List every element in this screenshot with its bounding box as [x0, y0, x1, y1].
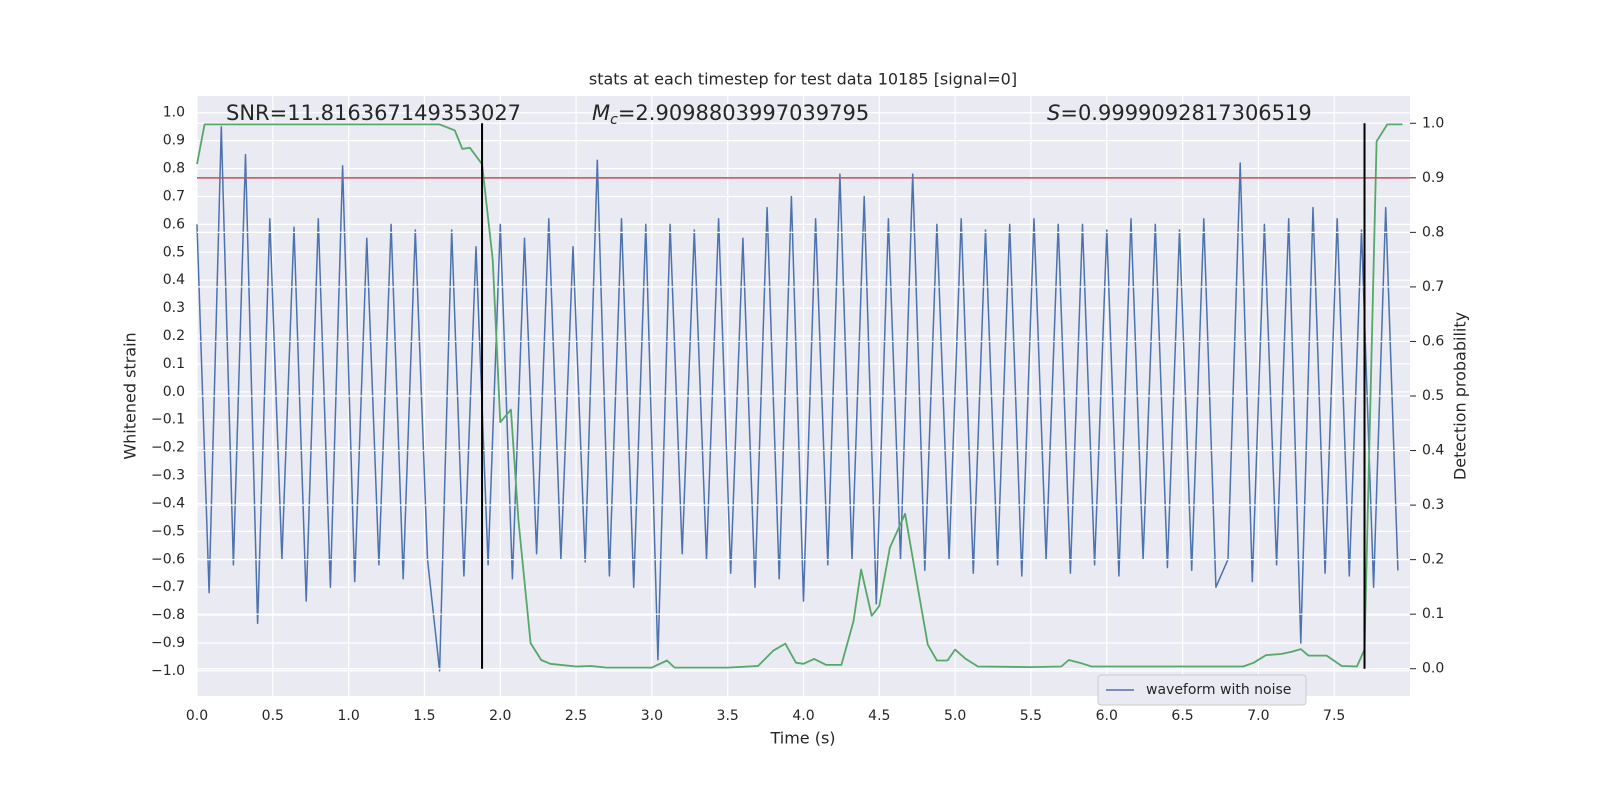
y-tick-label: 0.2	[163, 328, 185, 344]
y-tick-label: 0.9	[163, 133, 185, 149]
x-tick-label: 6.0	[1096, 708, 1118, 724]
y-tick-label: −0.2	[151, 440, 185, 456]
y2-tick-label: 1.0	[1422, 115, 1444, 131]
x-tick-label: 4.5	[868, 708, 890, 724]
chart-title: stats at each timestep for test data 101…	[589, 70, 1017, 89]
y-tick-label: 0.8	[163, 161, 185, 177]
y-tick-label: 0.0	[163, 384, 185, 400]
x-tick-label: 1.5	[413, 708, 435, 724]
x-tick-label: 3.5	[717, 708, 739, 724]
x-tick-label: 2.5	[565, 708, 587, 724]
y2-tick-label: 0.3	[1422, 497, 1444, 513]
y-tick-label: −0.9	[151, 635, 185, 651]
x-tick-label: 7.5	[1323, 708, 1345, 724]
x-axis-label: Time (s)	[769, 729, 835, 748]
probability-line	[196, 123, 1403, 669]
y-tick-label: −0.3	[151, 468, 185, 484]
y-tick-label: 0.5	[163, 244, 185, 260]
x-tick-label: 4.0	[792, 708, 814, 724]
y2-tick-label: 0.5	[1422, 388, 1444, 404]
y-tick-label: 0.6	[163, 216, 185, 232]
waveform-line	[196, 125, 1399, 672]
annotation-text: SNR=11.816367149353027	[226, 101, 521, 125]
x-tick-label: 2.0	[489, 708, 511, 724]
y-tick-label: −0.6	[151, 551, 185, 567]
y-tick-label: −0.4	[151, 495, 185, 511]
y2-tick-label: 0.2	[1422, 552, 1444, 568]
y2-tick-label: 0.4	[1422, 443, 1444, 459]
y2-tick-label: 0.8	[1422, 224, 1444, 240]
ticks: 0.0 0.5 1.0 1.5 2.0 2.5 3.0 3.5 4.0 4.5 5.0 5.5 6.0 6…	[151, 105, 1444, 724]
data	[196, 125, 1399, 672]
annotation: S=0.9999092817306519	[1047, 101, 1312, 125]
y-tick-label: 1.0	[163, 105, 185, 121]
annotation: SNR=11.816367149353027	[226, 101, 521, 125]
x-tick-label: 6.5	[1171, 708, 1193, 724]
x-tick-label: 0.0	[186, 708, 208, 724]
y-tick-label: −0.8	[151, 607, 185, 623]
x-tick-label: 0.5	[262, 708, 284, 724]
y-tick-label: −0.5	[151, 523, 185, 539]
y-tick-label: −1.0	[151, 663, 185, 679]
x-tick-label: 3.0	[641, 708, 663, 724]
annotation-subscript: c	[610, 112, 618, 128]
x-tick-label: 7.0	[1247, 708, 1269, 724]
y2-tick-label: 0.7	[1422, 279, 1444, 295]
y-tick-label: 0.1	[163, 356, 185, 372]
y2-tick-label: 0.9	[1422, 170, 1444, 186]
y-axis-label: Whitened strain	[121, 332, 140, 459]
annotation: Mc=2.9098803997039795	[592, 101, 869, 128]
y-tick-label: 0.7	[163, 188, 185, 204]
x-tick-label: 5.0	[944, 708, 966, 724]
y2-tick-label: 0.6	[1422, 333, 1444, 349]
y2-tick-label: 0.0	[1422, 661, 1444, 677]
y-tick-label: −0.1	[151, 412, 185, 428]
y2-tick-label: 0.1	[1422, 606, 1444, 622]
y-tick-label: 0.4	[163, 272, 185, 288]
legend-label: waveform with noise	[1146, 682, 1291, 698]
x-tick-label: 1.0	[337, 708, 359, 724]
y-tick-label: −0.7	[151, 579, 185, 595]
overlay-grid	[196, 122, 1410, 670]
x-tick-label: 5.5	[1020, 708, 1042, 724]
annotation-text: =2.9098803997039795	[618, 101, 869, 125]
y-tick-label: 0.3	[163, 300, 185, 316]
annotation-symbol: S	[1047, 101, 1060, 125]
y2-axis-label: Detection probability	[1451, 312, 1470, 480]
legend-box	[1097, 674, 1307, 706]
annotation-text: =0.9999092817306519	[1060, 101, 1311, 125]
annotation-symbol: M	[592, 101, 610, 125]
